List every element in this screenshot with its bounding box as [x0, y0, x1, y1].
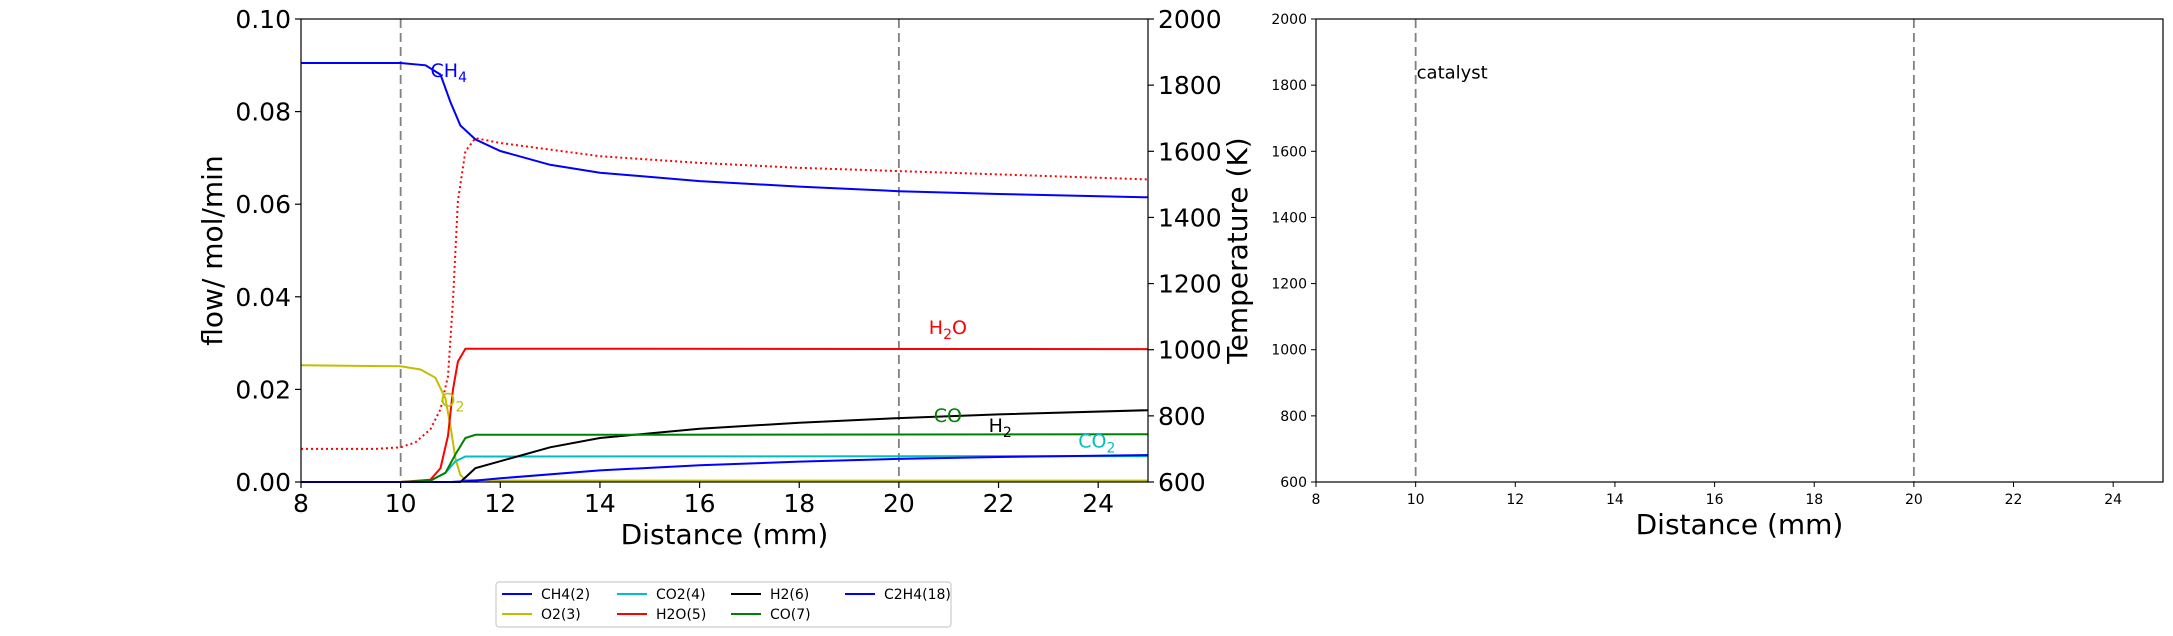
- series-line-h2o-5: [301, 347, 1149, 483]
- left-chart: 8 10 12 14 16 18 20 22 24 0.00 0.02 0.04 0.06 0.08 0.1…: [196, 5, 1254, 551]
- x-tick-label: 14: [1606, 492, 1624, 508]
- y2-axis-label: Temperature (K): [1221, 137, 1254, 364]
- y-tick-label: 0.08: [235, 98, 291, 127]
- y-tick-label: 1400: [1271, 210, 1307, 226]
- x-tick-label: 22: [983, 489, 1015, 518]
- series-line-temperature: [301, 136, 1149, 450]
- series-line-co2-4: [301, 455, 1149, 483]
- legend-label-o2-3: O2(3): [541, 607, 581, 623]
- y-tick-label: 1600: [1271, 144, 1307, 160]
- y2-tick-label: 800: [1158, 402, 1206, 431]
- legend-label-co2-4: CO2(4): [656, 587, 706, 603]
- y2-tick-label: 1600: [1158, 137, 1222, 166]
- y-tick-label: 0.04: [235, 283, 291, 312]
- x-tick-label: 18: [783, 489, 815, 518]
- series-line-ch4-2: [301, 62, 1149, 199]
- x-tick-label: 20: [883, 489, 915, 518]
- y-tick-label: 1800: [1271, 78, 1307, 94]
- x-axis-label: Distance (mm): [1636, 508, 1844, 541]
- x-tick-label: 10: [385, 489, 417, 518]
- legend-label-co-7: CO(7): [770, 607, 811, 623]
- annotation-label: H2: [989, 415, 1012, 441]
- y-tick-label: 1200: [1271, 277, 1307, 293]
- annotation-label: CH4: [431, 60, 468, 86]
- x-tick-label: 8: [1312, 492, 1321, 508]
- x-tick-label: 16: [1706, 492, 1724, 508]
- y2-tick-label: 1800: [1158, 71, 1222, 100]
- annotation-label: CO2: [1078, 430, 1115, 456]
- series-line-c2h4-18: [301, 454, 1149, 483]
- y2-tick-label: 2000: [1158, 5, 1222, 34]
- y2-tick-label: 1200: [1158, 270, 1222, 299]
- y-tick-label: 0.02: [235, 375, 291, 404]
- x-tick-label: 12: [484, 489, 516, 518]
- x-axis-label: Distance (mm): [621, 518, 829, 551]
- legend: CH4(2) O2(3) CO2(4) H2O(5) H2(6) CO(7) C2H4(18…: [495, 581, 952, 628]
- x-tick-label: 20: [1905, 492, 1923, 508]
- y-axis-label: flow/ mol/min: [196, 155, 229, 345]
- x-tick-label: 16: [684, 489, 716, 518]
- y-tick-label: 600: [1280, 475, 1307, 491]
- annotation-label: O2: [441, 390, 465, 416]
- y2-tick-label: 600: [1158, 468, 1206, 497]
- right-chart: 8 10 12 14 16 18 20 22 24 600 800 1000 1200 1400 1600 1…: [1271, 12, 2164, 541]
- y-tick-label: 800: [1280, 409, 1307, 425]
- x-tick-label: 8: [293, 489, 309, 518]
- x-tick-label: 24: [1082, 489, 1114, 518]
- legend-label-h2o-5: H2O(5): [656, 607, 706, 623]
- annotation-label: catalyst: [1417, 63, 1488, 84]
- legend-label-h2-6: H2(6): [770, 587, 809, 603]
- y-tick-label: 0.06: [235, 190, 291, 219]
- series-line-h2-6: [301, 409, 1149, 483]
- legend-label-c2h4-18: C2H4(18): [884, 587, 951, 603]
- y2-tick-label: 1000: [1158, 336, 1222, 365]
- y2-tick-label: 1400: [1158, 203, 1222, 232]
- y-tick-label: 0.10: [235, 5, 291, 34]
- legend-box: [495, 581, 952, 628]
- annotation-label: H2O: [929, 317, 967, 343]
- x-tick-label: 12: [1506, 492, 1524, 508]
- x-tick-label: 14: [584, 489, 616, 518]
- x-tick-label: 18: [1805, 492, 1823, 508]
- series-line-co-7: [301, 433, 1149, 483]
- legend-label-ch4-2: CH4(2): [541, 587, 590, 603]
- x-tick-label: 10: [1407, 492, 1425, 508]
- plot-frame: [1315, 18, 2164, 483]
- annotation-label: CO: [934, 405, 962, 427]
- y-tick-label: 2000: [1271, 12, 1307, 28]
- x-tick-label: 22: [2005, 492, 2023, 508]
- y-tick-label: 1000: [1271, 343, 1307, 359]
- x-tick-label: 24: [2104, 492, 2122, 508]
- plot-frame: [300, 18, 1149, 483]
- y-tick-label: 0.00: [235, 468, 291, 497]
- series-line-o2-3: [300, 364, 1148, 482]
